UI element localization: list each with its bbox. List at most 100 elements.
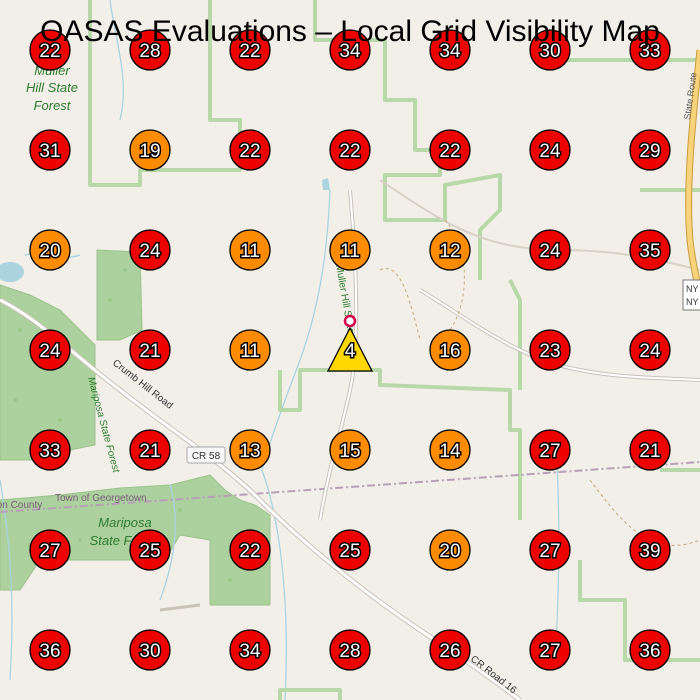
grid-marker[interactable]: 34: [329, 29, 371, 71]
grid-value-label: 26: [439, 641, 460, 662]
grid-value-label: 19: [139, 141, 160, 162]
grid-marker[interactable]: 36: [629, 629, 671, 671]
grid-value-label: 27: [539, 541, 560, 562]
svg-text:NY: NY: [686, 297, 699, 307]
grid-circle: [329, 529, 371, 571]
grid-marker[interactable]: 22: [329, 129, 371, 171]
grid-value-label: 23: [539, 341, 560, 362]
grid-marker[interactable]: 11: [329, 229, 371, 271]
grid-circle: [129, 429, 171, 471]
grid-circle: [429, 29, 471, 71]
grid-marker[interactable]: 27: [29, 529, 71, 571]
grid-marker[interactable]: 29: [629, 129, 671, 171]
grid-circle: [129, 629, 171, 671]
grid-value-label: 22: [339, 141, 360, 162]
grid-circle: [129, 229, 171, 271]
grid-marker[interactable]: 30: [529, 29, 571, 71]
grid-circle: [429, 229, 471, 271]
grid-circle: [629, 129, 671, 171]
grid-marker[interactable]: 22: [29, 29, 71, 71]
grid-marker[interactable]: 28: [329, 629, 371, 671]
grid-marker[interactable]: 25: [129, 529, 171, 571]
grid-marker[interactable]: 28: [129, 29, 171, 71]
grid-marker[interactable]: 19: [129, 129, 171, 171]
grid-circle: [429, 429, 471, 471]
county-label: Madison County: [0, 500, 42, 511]
grid-value-label: 22: [239, 41, 260, 62]
grid-circle: [529, 429, 571, 471]
grid-marker[interactable]: 20: [29, 229, 71, 271]
grid-marker[interactable]: 34: [229, 629, 271, 671]
grid-value-label: 12: [439, 241, 460, 262]
grid-circle: [229, 529, 271, 571]
county-line: [0, 461, 700, 513]
grid-value-label: 13: [239, 441, 260, 462]
grid-marker[interactable]: 27: [529, 429, 571, 471]
grid-marker[interactable]: 21: [629, 429, 671, 471]
grid-circle: [129, 129, 171, 171]
grid-circle: [329, 229, 371, 271]
grid-value-label: 20: [39, 241, 60, 262]
grid-value-label: 21: [639, 441, 660, 462]
grid-marker[interactable]: 21: [129, 429, 171, 471]
grid-value-label: 21: [139, 441, 160, 462]
grid-circle: [229, 629, 271, 671]
grid-value-label: 22: [239, 541, 260, 562]
grid-marker[interactable]: 14: [429, 429, 471, 471]
grid-marker[interactable]: 12: [429, 229, 471, 271]
grid-value-label: 35: [639, 241, 660, 262]
grid-circle: [29, 329, 71, 371]
grid-marker[interactable]: 11: [229, 229, 271, 271]
grid-marker-center[interactable]: 4: [326, 326, 374, 372]
grid-marker[interactable]: 22: [429, 129, 471, 171]
grid-marker[interactable]: 24: [29, 329, 71, 371]
grid-value-label: 11: [340, 241, 360, 262]
grid-value-label: 27: [539, 641, 560, 662]
grid-circle: [129, 529, 171, 571]
grid-marker[interactable]: 34: [429, 29, 471, 71]
grid-marker[interactable]: 31: [29, 129, 71, 171]
grid-circle: [529, 529, 571, 571]
grid-marker[interactable]: 13: [229, 429, 271, 471]
grid-marker[interactable]: 11: [229, 329, 271, 371]
grid-marker[interactable]: 36: [29, 629, 71, 671]
grid-marker[interactable]: 20: [429, 529, 471, 571]
grid-marker[interactable]: 25: [329, 529, 371, 571]
grid-circle: [129, 29, 171, 71]
grid-marker[interactable]: 39: [629, 529, 671, 571]
grid-marker[interactable]: 21: [129, 329, 171, 371]
grid-marker[interactable]: 24: [529, 129, 571, 171]
grid-marker[interactable]: 22: [229, 29, 271, 71]
grid-marker[interactable]: 24: [129, 229, 171, 271]
grid-value-label: 36: [639, 641, 660, 662]
grid-circle: [629, 229, 671, 271]
svg-text:CR 58: CR 58: [192, 451, 221, 462]
grid-marker[interactable]: 22: [229, 129, 271, 171]
grid-marker[interactable]: 27: [529, 629, 571, 671]
grid-circle: [529, 229, 571, 271]
grid-value-label: 22: [39, 41, 60, 62]
grid-circle: [229, 29, 271, 71]
grid-marker[interactable]: 30: [129, 629, 171, 671]
grid-marker[interactable]: 15: [329, 429, 371, 471]
location-pin[interactable]: [343, 314, 357, 328]
grid-marker[interactable]: 24: [629, 329, 671, 371]
grid-value-label: 24: [39, 341, 61, 362]
grid-circle: [329, 129, 371, 171]
grid-marker[interactable]: 33: [29, 429, 71, 471]
grid-value-label: 24: [539, 241, 561, 262]
grid-marker[interactable]: 33: [629, 29, 671, 71]
grid-marker[interactable]: 35: [629, 229, 671, 271]
grid-circle: [29, 629, 71, 671]
grid-marker[interactable]: 24: [529, 229, 571, 271]
map-pin-icon[interactable]: [343, 314, 357, 328]
grid-marker[interactable]: 16: [429, 329, 471, 371]
grid-marker[interactable]: 22: [229, 529, 271, 571]
grid-circle: [29, 429, 71, 471]
grid-marker[interactable]: 23: [529, 329, 571, 371]
page-title: OASAS Evaluations – Local Grid Visibilit…: [40, 15, 660, 48]
grid-marker[interactable]: 27: [529, 529, 571, 571]
grid-marker[interactable]: 26: [429, 629, 471, 671]
grid-circle: [129, 329, 171, 371]
